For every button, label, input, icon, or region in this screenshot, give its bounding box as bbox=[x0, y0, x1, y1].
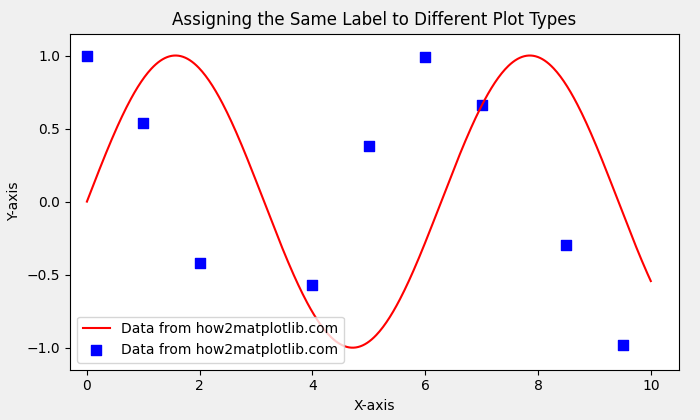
Data from how2matplotlib.com bbox=[389, 309, 398, 314]
Data from how2matplotlib.com bbox=[83, 199, 91, 204]
Y-axis label: Y-axis: Y-axis bbox=[7, 182, 21, 221]
Title: Assigning the Same Label to Different Plot Types: Assigning the Same Label to Different Pl… bbox=[172, 11, 577, 29]
Data from how2matplotlib.com bbox=[349, 345, 357, 350]
Data from how2matplotlib.com bbox=[81, 52, 92, 59]
Legend: Data from how2matplotlib.com, Data from how2matplotlib.com: Data from how2matplotlib.com, Data from … bbox=[77, 317, 344, 362]
Data from how2matplotlib.com bbox=[194, 260, 205, 266]
Data from how2matplotlib.com bbox=[636, 252, 644, 257]
Data from how2matplotlib.com bbox=[420, 54, 431, 60]
Data from how2matplotlib.com bbox=[561, 242, 572, 249]
Data from how2matplotlib.com bbox=[526, 53, 534, 58]
Data from how2matplotlib.com bbox=[476, 102, 487, 108]
Data from how2matplotlib.com bbox=[363, 143, 374, 150]
Data from how2matplotlib.com bbox=[647, 278, 655, 284]
Data from how2matplotlib.com bbox=[617, 341, 628, 348]
Data from how2matplotlib.com bbox=[547, 63, 556, 68]
Data from how2matplotlib.com bbox=[138, 119, 149, 126]
Data from how2matplotlib.com bbox=[351, 345, 360, 350]
Data from how2matplotlib.com bbox=[419, 244, 428, 249]
Line: Data from how2matplotlib.com: Data from how2matplotlib.com bbox=[87, 55, 651, 348]
X-axis label: X-axis: X-axis bbox=[354, 399, 395, 413]
Data from how2matplotlib.com bbox=[355, 344, 363, 349]
Data from how2matplotlib.com bbox=[307, 281, 318, 288]
